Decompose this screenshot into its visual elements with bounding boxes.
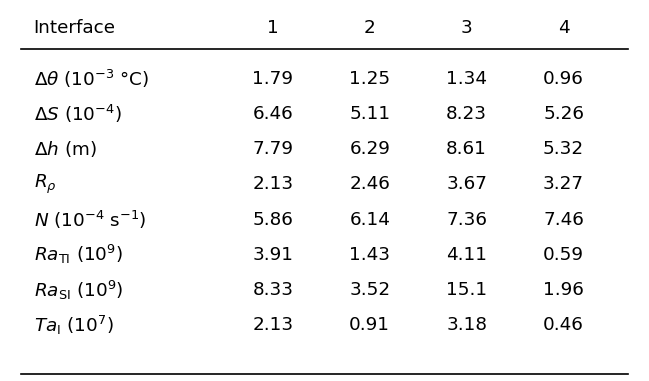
Text: 1.79: 1.79 — [252, 70, 293, 88]
Text: 0.96: 0.96 — [543, 70, 584, 88]
Text: $\Delta S$ (10$^{-4}$): $\Delta S$ (10$^{-4}$) — [34, 103, 121, 125]
Text: 3: 3 — [461, 19, 472, 37]
Text: 0.59: 0.59 — [543, 246, 584, 264]
Text: 3.27: 3.27 — [543, 175, 584, 194]
Text: $R_{\rho}$: $R_{\rho}$ — [34, 173, 56, 196]
Text: 2.13: 2.13 — [252, 175, 293, 194]
Text: 7.36: 7.36 — [446, 211, 487, 229]
Text: 3.52: 3.52 — [349, 281, 390, 299]
Text: $N$ (10$^{-4}$ s$^{-1}$): $N$ (10$^{-4}$ s$^{-1}$) — [34, 208, 146, 231]
Text: 0.91: 0.91 — [349, 316, 390, 334]
Text: $\Delta h$ (m): $\Delta h$ (m) — [34, 139, 97, 159]
Text: $Ta_{\mathrm{I}}$ (10$^{7}$): $Ta_{\mathrm{I}}$ (10$^{7}$) — [34, 314, 114, 337]
Text: $Ra_{\mathrm{SI}}$ (10$^{9}$): $Ra_{\mathrm{SI}}$ (10$^{9}$) — [34, 279, 123, 301]
Text: 5.26: 5.26 — [543, 105, 584, 123]
Text: 5.86: 5.86 — [252, 211, 293, 229]
Text: 2: 2 — [364, 19, 376, 37]
Text: 7.79: 7.79 — [252, 140, 293, 158]
Text: 7.46: 7.46 — [543, 211, 584, 229]
Text: 6.46: 6.46 — [252, 105, 293, 123]
Text: 1.34: 1.34 — [446, 70, 487, 88]
Text: 5.32: 5.32 — [543, 140, 584, 158]
Text: 8.61: 8.61 — [447, 140, 487, 158]
Text: 8.33: 8.33 — [252, 281, 293, 299]
Text: 1.25: 1.25 — [349, 70, 390, 88]
Text: 6.29: 6.29 — [349, 140, 390, 158]
Text: 1.43: 1.43 — [349, 246, 390, 264]
Text: 0.46: 0.46 — [543, 316, 584, 334]
Text: Interface: Interface — [34, 19, 116, 37]
Text: 1: 1 — [267, 19, 278, 37]
Text: 2.13: 2.13 — [252, 316, 293, 334]
Text: $\Delta\theta$ (10$^{-3}$ °C): $\Delta\theta$ (10$^{-3}$ °C) — [34, 68, 149, 90]
Text: 8.23: 8.23 — [446, 105, 487, 123]
Text: 4.11: 4.11 — [446, 246, 487, 264]
Text: 3.18: 3.18 — [446, 316, 487, 334]
Text: 15.1: 15.1 — [446, 281, 487, 299]
Text: $Ra_{\mathrm{TI}}$ (10$^{9}$): $Ra_{\mathrm{TI}}$ (10$^{9}$) — [34, 243, 123, 266]
Text: 4: 4 — [557, 19, 569, 37]
Text: 2.46: 2.46 — [349, 175, 390, 194]
Text: 3.67: 3.67 — [446, 175, 487, 194]
Text: 1.96: 1.96 — [543, 281, 584, 299]
Text: 3.91: 3.91 — [252, 246, 293, 264]
Text: 6.14: 6.14 — [349, 211, 390, 229]
Text: 5.11: 5.11 — [349, 105, 390, 123]
